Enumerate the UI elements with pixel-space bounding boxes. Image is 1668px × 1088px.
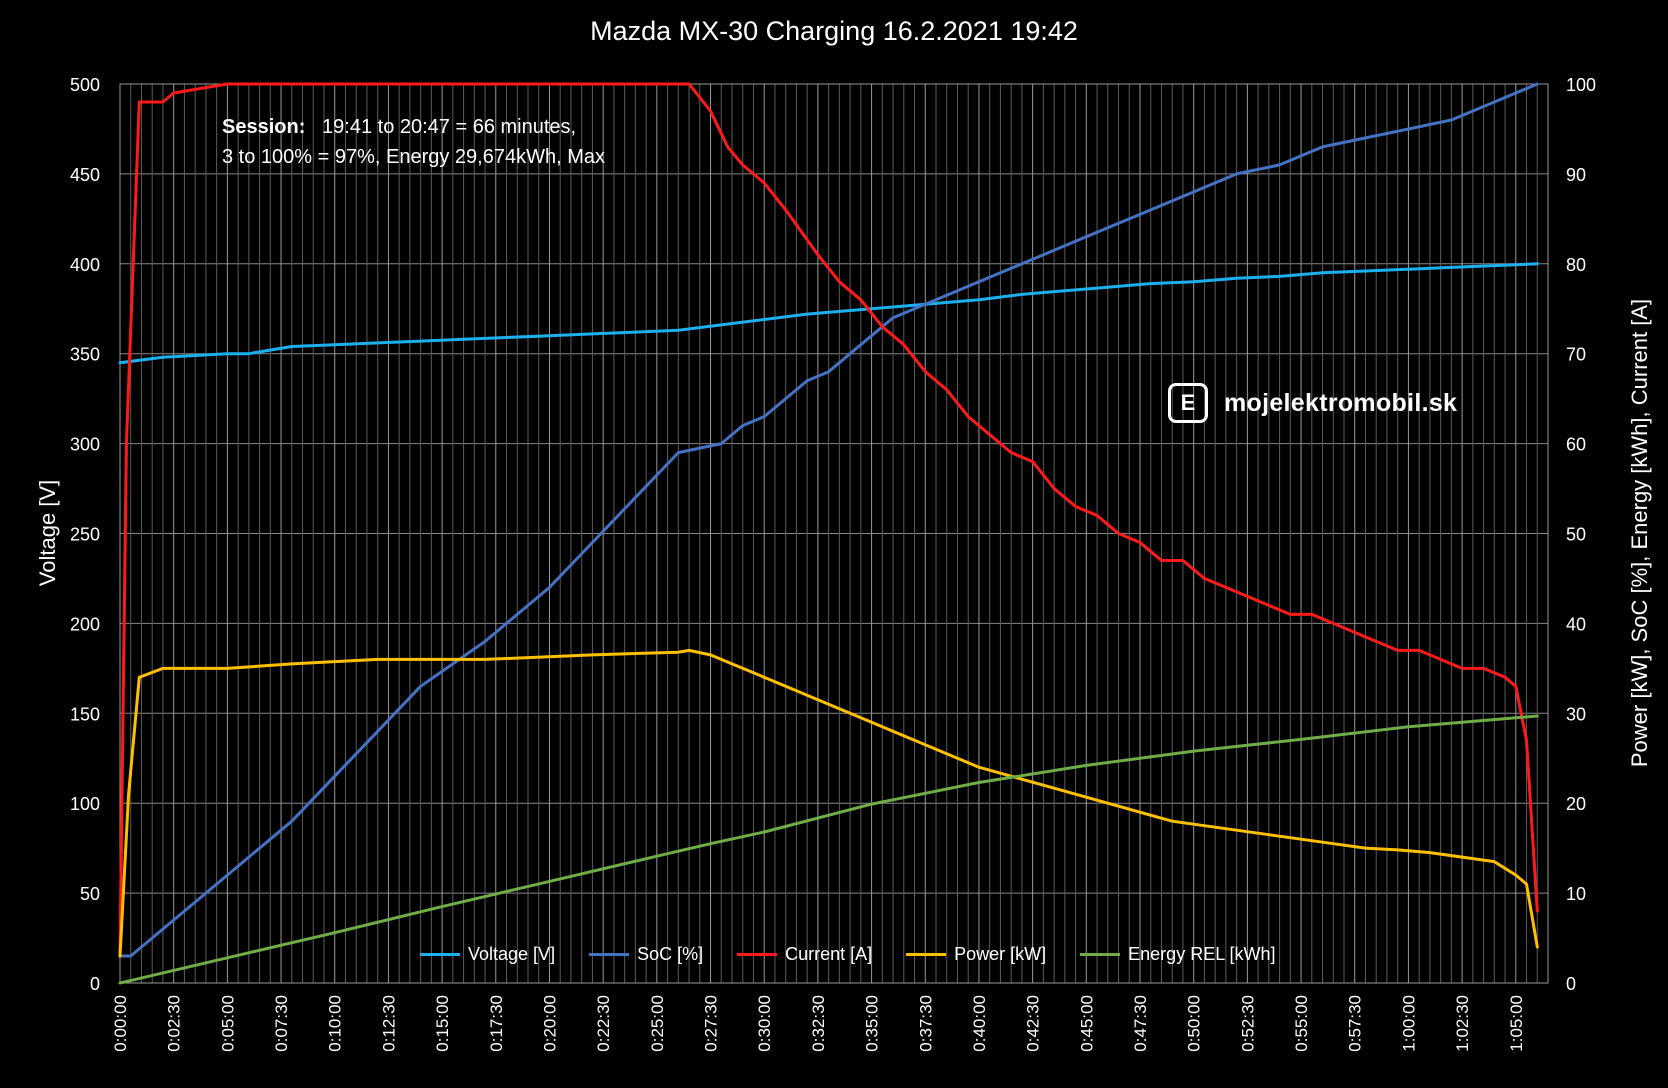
x-tick-label: 0:00:00	[111, 995, 130, 1052]
session-label: Session:	[222, 116, 306, 138]
x-tick-label: 0:02:30	[165, 995, 184, 1052]
x-tick-label: 0:35:00	[863, 995, 882, 1052]
x-tick-label: 0:05:00	[218, 995, 237, 1052]
legend-item: Voltage [V]	[420, 944, 555, 965]
x-tick-label: 0:37:30	[916, 995, 935, 1052]
session-text: 19:41 to 20:47 = 66 minutes,	[322, 116, 577, 138]
y-tick-right: 0	[1566, 974, 1576, 994]
y-tick-right: 20	[1566, 794, 1586, 814]
x-tick-label: 0:30:00	[755, 995, 774, 1052]
x-tick-label: 0:25:00	[648, 995, 667, 1052]
y-tick-left: 0	[90, 974, 100, 994]
legend-swatch	[1080, 953, 1121, 956]
y-tick-right: 90	[1566, 165, 1586, 185]
x-tick-label: 0:27:30	[702, 995, 721, 1052]
series-line-current	[118, 82, 1539, 958]
session-annotation: Session: 19:41 to 20:47 = 66 minutes, 3 …	[222, 112, 605, 172]
y-tick-right: 100	[1566, 75, 1596, 95]
y-tick-right: 40	[1566, 614, 1586, 634]
legend-swatch	[737, 953, 778, 956]
series-line-energy	[118, 714, 1539, 985]
x-tick-label: 0:47:30	[1131, 995, 1150, 1052]
y-tick-left: 400	[70, 255, 100, 275]
y-tick-right: 50	[1566, 525, 1586, 545]
y-tick-left: 150	[70, 704, 100, 724]
legend-label: Voltage [V]	[468, 944, 556, 964]
series-line-power	[118, 648, 1539, 958]
x-tick-label: 1:05:00	[1507, 995, 1526, 1052]
x-tick-label: 0:45:00	[1077, 995, 1096, 1052]
legend: Voltage [V] SoC [%] Current [A] Power [kW] E…	[420, 944, 1310, 965]
y-tick-left: 300	[70, 435, 100, 455]
y-tick-right: 60	[1566, 435, 1586, 455]
y-tick-right: 30	[1566, 704, 1586, 724]
y-axis-right-label: Power [kW], SoC [%], Energy [kWh], Curre…	[1627, 298, 1652, 768]
y-tick-left: 450	[70, 165, 100, 185]
y-tick-left: 250	[70, 525, 100, 545]
legend-label: SoC [%]	[637, 944, 704, 964]
legend-item: Energy REL [kWh]	[1080, 944, 1276, 965]
y-tick-left: 100	[70, 794, 100, 814]
x-tick-label: 0:15:00	[433, 995, 452, 1052]
x-tick-label: 0:22:30	[594, 995, 613, 1052]
x-tick-label: 0:32:30	[809, 995, 828, 1052]
x-tick-label: 0:07:30	[272, 995, 291, 1052]
x-tick-label: 0:17:30	[487, 995, 506, 1052]
brand-icon: E	[1168, 383, 1208, 423]
legend-label: Energy REL [kWh]	[1128, 944, 1276, 964]
x-tick-label: 0:42:30	[1024, 995, 1043, 1052]
y-tick-left: 200	[70, 614, 100, 634]
legend-item: SoC [%]	[589, 944, 703, 965]
brand-name: mojelektromobil.sk	[1224, 388, 1458, 417]
plot-area	[119, 83, 1549, 984]
y-tick-left: 50	[80, 884, 100, 904]
series-line-soc	[118, 82, 1539, 958]
series-line-voltage	[118, 262, 1539, 365]
chart-title: Mazda MX-30 Charging 16.2.2021 19:42	[590, 16, 1078, 46]
x-tick-label: 0:12:30	[379, 995, 398, 1052]
session-line2: 3 to 100% = 97%, Energy 29,674kWh, Max	[222, 146, 605, 168]
legend-item: Power [kW]	[906, 944, 1046, 965]
x-tick-label: 0:10:00	[326, 995, 345, 1052]
x-tick-label: 1:02:30	[1453, 995, 1472, 1052]
x-tick-label: 0:52:30	[1238, 995, 1257, 1052]
y-tick-right: 10	[1566, 884, 1586, 904]
legend-label: Power [kW]	[954, 944, 1047, 964]
legend-label: Current [A]	[785, 944, 873, 964]
x-tick-label: 0:57:30	[1346, 995, 1365, 1052]
legend-swatch	[589, 953, 630, 956]
legend-swatch	[420, 953, 460, 956]
x-tick-label: 0:20:00	[540, 995, 559, 1052]
y-tick-right: 80	[1566, 255, 1586, 275]
y-tick-right: 70	[1566, 345, 1586, 365]
x-tick-label: 0:40:00	[970, 995, 989, 1052]
y-axis-left-label: Voltage [V]	[35, 479, 60, 587]
y-tick-left: 350	[70, 345, 100, 365]
x-tick-label: 0:50:00	[1185, 995, 1204, 1052]
x-tick-label: 1:00:00	[1399, 995, 1418, 1052]
legend-swatch	[906, 953, 947, 956]
legend-item: Current [A]	[737, 944, 872, 965]
y-tick-left: 500	[70, 75, 100, 95]
x-tick-label: 0:55:00	[1292, 995, 1311, 1052]
brand-logo: E mojelektromobil.sk	[1168, 380, 1457, 426]
